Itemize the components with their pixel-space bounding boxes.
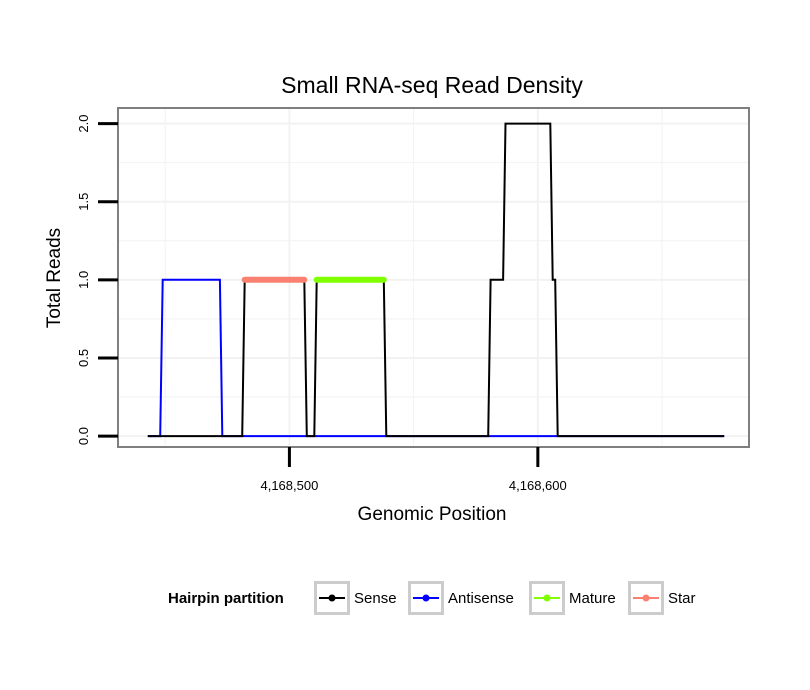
legend-item-sense: Sense	[314, 581, 397, 615]
grid	[118, 108, 749, 447]
y-tick-label: 0.5	[76, 349, 91, 367]
legend-label: Antisense	[448, 590, 514, 607]
legend-item-mature: Mature	[529, 581, 616, 615]
y-tick-label: 1.5	[76, 193, 91, 211]
x-tick-label: 4,168,600	[509, 478, 567, 493]
x-axis-title: Genomic Position	[358, 504, 507, 525]
legend-title: Hairpin partition	[168, 590, 284, 607]
legend-item-antisense: Antisense	[408, 581, 514, 615]
legend-key-point	[642, 594, 650, 602]
y-tick-label: 2.0	[76, 115, 91, 133]
y-tick-label: 0.0	[76, 427, 91, 445]
legend: Hairpin partition Sense Antisense Mature St…	[168, 581, 696, 615]
legend-label: Sense	[354, 590, 397, 607]
y-axis-title: Total Reads	[44, 228, 65, 328]
y-axis: 0.0 0.5 1.0 1.5 2.0	[76, 115, 118, 445]
legend-key-point	[422, 594, 430, 602]
chart-title: Small RNA-seq Read Density	[281, 72, 583, 98]
x-axis: 4,168,500 4,168,600	[260, 447, 567, 493]
legend-key-point	[328, 594, 336, 602]
series-layer	[147, 122, 725, 438]
plot-panel	[118, 108, 749, 447]
legend-label: Mature	[569, 590, 616, 607]
legend-label: Star	[668, 590, 696, 607]
legend-key-point	[543, 594, 551, 602]
plot-border	[117, 107, 750, 448]
legend-item-star: Star	[628, 581, 696, 615]
x-tick-label: 4,168,500	[260, 478, 318, 493]
y-tick-label: 1.0	[76, 271, 91, 289]
